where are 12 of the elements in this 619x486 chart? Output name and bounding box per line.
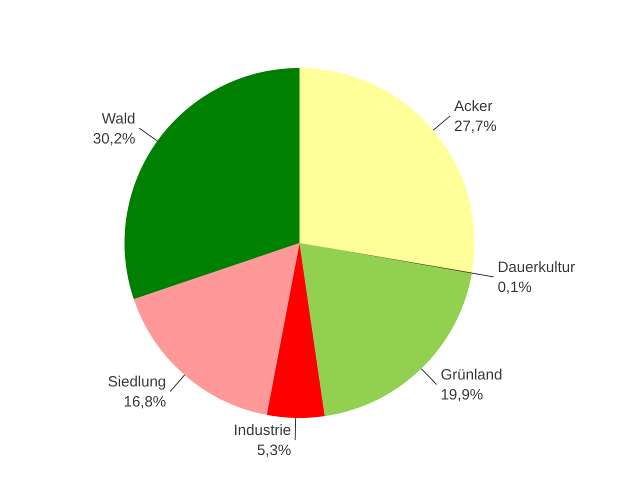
data-label: 30,2% [92,130,136,148]
slice-label: Wald [102,110,136,128]
slice-label: Acker [454,98,492,116]
data-label: 5,3% [256,442,292,460]
slice-label: Siedlung [108,374,166,391]
slice-label: Grünland [440,366,502,384]
data-label: 19,9% [440,386,484,404]
slice-label: Dauerkultur [498,259,576,276]
data-label: 16,8% [124,394,166,411]
slice-label: Industrie [234,422,292,440]
data-label: 27,7% [454,118,497,136]
data-label: 0,1% [498,279,532,296]
